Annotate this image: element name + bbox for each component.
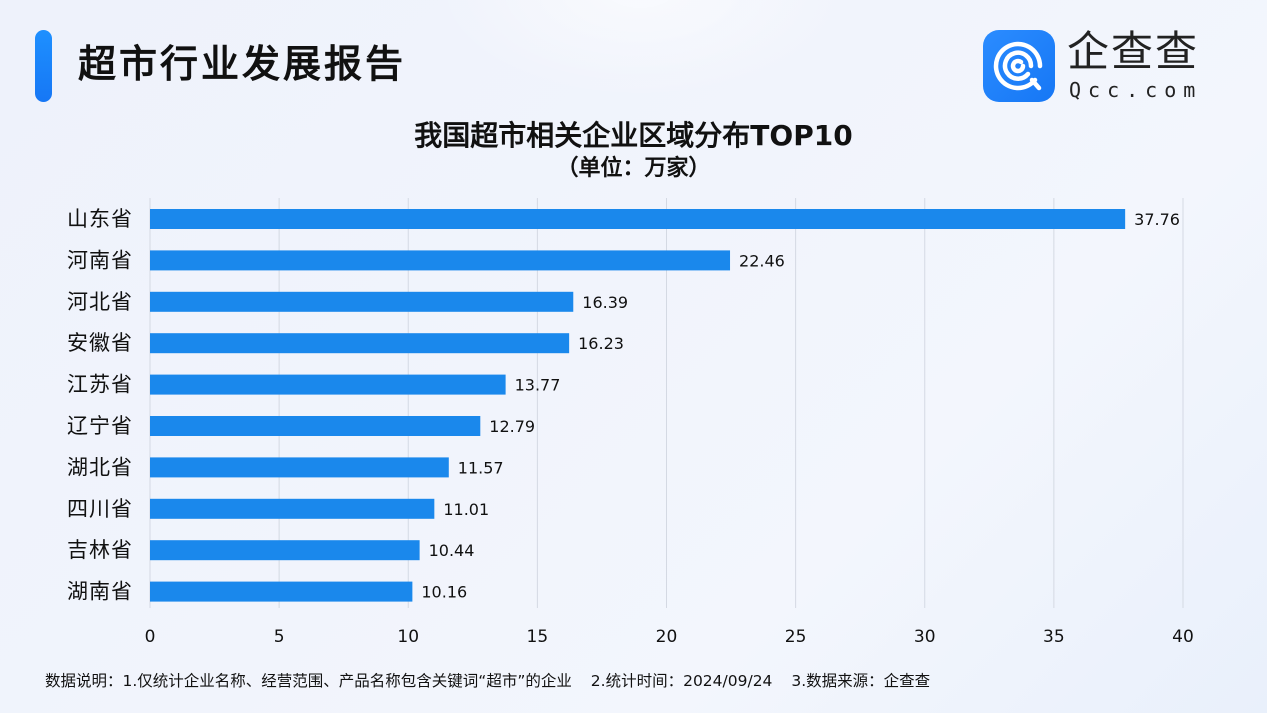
bar <box>150 374 506 395</box>
footnote-note-2: 2.统计时间：2024/09/24 <box>590 672 773 690</box>
category-label: 山东省 <box>67 207 133 231</box>
value-label: 10.16 <box>421 583 467 602</box>
value-label: 12.79 <box>489 417 535 436</box>
value-label: 10.44 <box>429 541 475 560</box>
value-label: 22.46 <box>739 251 785 270</box>
bar <box>150 457 449 478</box>
x-tick-label: 40 <box>1172 627 1194 647</box>
bar <box>150 540 420 561</box>
category-label: 辽宁省 <box>67 414 133 438</box>
category-label: 江苏省 <box>67 373 133 397</box>
category-label: 河南省 <box>67 248 133 272</box>
x-tick-label: 30 <box>914 627 936 647</box>
logo-name-en: Qcc.com <box>1069 78 1203 102</box>
category-label: 河北省 <box>67 290 133 314</box>
value-labels: 37.76 22.46 16.39 16.23 13.77 12.79 11.57 11.01… <box>421 210 1180 602</box>
bar <box>150 250 731 271</box>
bar <box>150 581 413 602</box>
qcc-logo: 企查查 Qcc.com <box>983 27 1215 102</box>
x-tick-label: 20 <box>656 627 678 647</box>
value-label: 13.77 <box>515 376 561 395</box>
category-label: 吉林省 <box>67 538 133 562</box>
value-label: 37.76 <box>1134 210 1180 229</box>
bar <box>150 291 574 312</box>
x-tick-label: 5 <box>274 627 285 647</box>
value-label: 11.57 <box>458 458 504 477</box>
qcc-logo-icon <box>983 30 1055 102</box>
report-title: 超市行业发展报告 <box>78 42 407 86</box>
value-label: 11.01 <box>443 500 489 519</box>
value-label: 16.23 <box>578 334 624 353</box>
logo-name-cn: 企查查 <box>1067 27 1200 76</box>
bars <box>150 209 1126 602</box>
category-label: 湖南省 <box>67 580 133 604</box>
bar <box>150 416 481 436</box>
value-label: 16.39 <box>582 293 628 312</box>
x-tick-label: 0 <box>145 627 156 647</box>
x-tick-label: 25 <box>785 627 807 647</box>
category-label: 四川省 <box>67 497 133 521</box>
chart-title: 我国超市相关企业区域分布TOP10 <box>414 119 853 152</box>
footnote-note-3: 3.数据来源：企查查 <box>791 672 931 690</box>
x-tick-labels: 0 5 10 15 20 25 30 35 40 <box>145 627 1194 647</box>
x-tick-label: 35 <box>1043 627 1065 647</box>
category-label: 安徽省 <box>67 331 133 355</box>
bar <box>150 498 435 519</box>
chart-subtitle: （单位：万家） <box>556 156 711 181</box>
bar <box>150 333 570 354</box>
x-tick-label: 10 <box>397 627 419 647</box>
title-accent-bar <box>35 30 52 102</box>
footnote: 数据说明：1.仅统计企业名称、经营范围、产品名称包含关键词“超市”的企业 2.统… <box>45 670 944 692</box>
x-tick-label: 15 <box>527 627 549 647</box>
bar <box>150 209 1126 229</box>
category-label: 湖北省 <box>67 455 133 479</box>
footnote-note-1: 数据说明：1.仅统计企业名称、经营范围、产品名称包含关键词“超市”的企业 <box>45 672 572 690</box>
